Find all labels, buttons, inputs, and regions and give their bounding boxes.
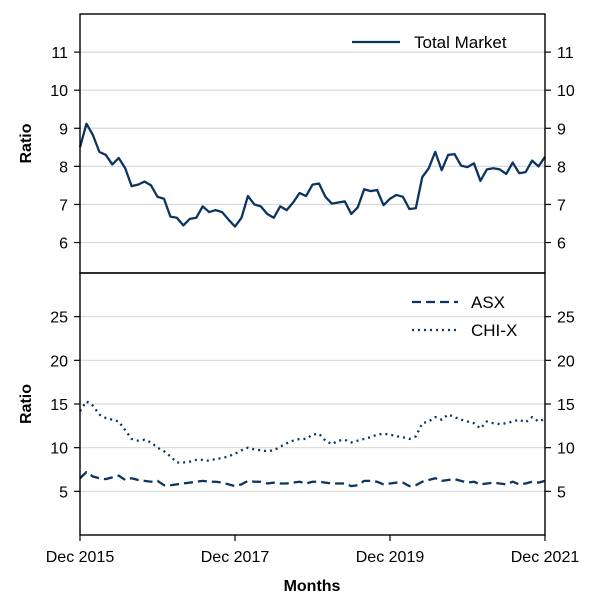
y-tick-label-left: 9 — [59, 121, 68, 138]
y-tick-label-left: 25 — [50, 310, 68, 327]
legend: Total Market — [352, 33, 507, 52]
legend-label: ASX — [471, 293, 505, 312]
y-tick-label-right: 8 — [557, 159, 566, 176]
y-tick-label-left: 10 — [50, 441, 68, 458]
y-tick-label-right: 11 — [557, 45, 574, 62]
y-tick-label-right: 20 — [557, 353, 575, 370]
y-tick-label-left: 15 — [50, 397, 68, 414]
series-line-asx — [79, 470, 546, 488]
y-tick-label-left: 6 — [59, 236, 68, 253]
series-line-chi-x — [79, 400, 546, 464]
y-tick-label-right: 10 — [557, 441, 575, 458]
panel-frame — [79, 272, 546, 536]
x-tick-label: Dec 2021 — [511, 549, 580, 566]
y-tick-label-left: 7 — [59, 197, 68, 214]
y-tick-label-right: 7 — [557, 197, 566, 214]
legend-label: Total Market — [414, 33, 507, 52]
y-tick-label-right: 9 — [557, 121, 566, 138]
y-axis-title: Ratio — [18, 123, 35, 163]
legend-label: CHI-X — [471, 321, 517, 340]
panels: 6 6 7 7 8 8 9 9 10 10 11 11 Total Market Ratio 5 5 10 10 1… — [18, 13, 575, 536]
series-line-total-market — [78, 122, 546, 228]
y-tick-label-left: 5 — [59, 484, 68, 501]
y-tick-label-left: 8 — [59, 159, 68, 176]
x-tick-label: Dec 2019 — [356, 549, 425, 566]
y-tick-label-right: 10 — [557, 83, 575, 100]
panel-2: 5 5 10 10 15 15 20 20 25 25 ASX CHI-X Ratio — [18, 272, 575, 536]
x-axis: Dec 2015 Dec 2017 Dec 2019 Dec 2021 — [46, 535, 580, 566]
y-tick-label-left: 10 — [50, 83, 68, 100]
y-tick-label-left: 20 — [50, 353, 68, 370]
panel-1: 6 6 7 7 8 8 9 9 10 10 11 11 Total Market Ratio — [18, 13, 575, 274]
x-tick-label: Dec 2017 — [201, 549, 270, 566]
y-tick-label-right: 25 — [557, 310, 575, 327]
x-axis-title: Months — [284, 578, 341, 595]
y-tick-label-left: 11 — [51, 45, 68, 62]
y-axis-title: Ratio — [18, 384, 35, 424]
y-tick-label-right: 5 — [557, 484, 566, 501]
y-tick-label-right: 15 — [557, 397, 575, 414]
x-tick-label: Dec 2015 — [46, 549, 115, 566]
y-tick-label-right: 6 — [557, 236, 566, 253]
legend: ASX CHI-X — [412, 293, 517, 340]
